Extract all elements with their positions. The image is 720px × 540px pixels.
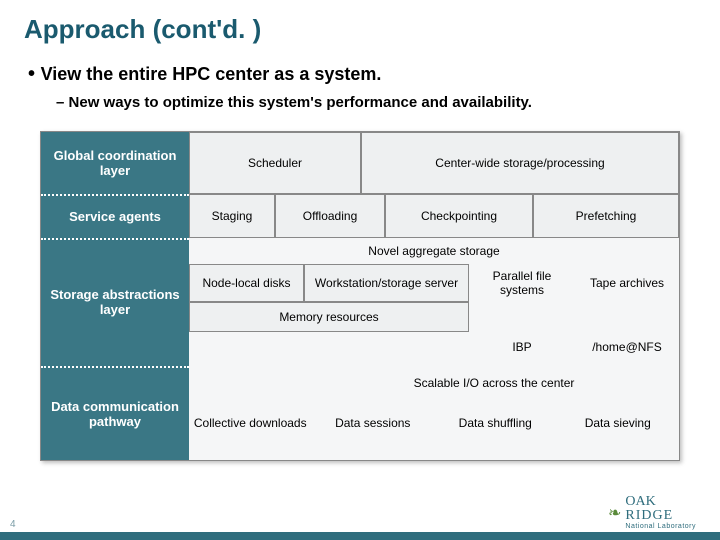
bottom-accent-bar [0,532,720,540]
system-diagram: Global coordination layer Service agents… [40,131,680,461]
cell-home-nfs: /home@NFS [575,332,679,362]
label-storage-abstractions: Storage abstractions layer [41,238,189,366]
page-number: 4 [10,519,16,530]
logo-subtitle: National Laboratory [625,523,696,530]
cell-memory-resources: Memory resources [189,302,469,332]
banner-scalable-io: Scalable I/O across the center [309,376,679,390]
leaf-icon: ❧ [608,503,621,523]
logo-text-ridge: RIDGE [625,508,673,523]
row-service-agents: Staging Offloading Checkpointing Prefetc… [189,194,679,238]
row-storage-top: Node-local disks Workstation/storage ser… [189,264,679,302]
row-labels-column: Global coordination layer Service agents… [41,132,189,460]
logo-text-oak: OAK [625,494,655,509]
cell-ibp: IBP [469,332,575,362]
slide-footer: 4 ❧ OAK RIDGE National Laboratory [0,500,720,540]
banner-novel-aggregate-storage: Novel aggregate storage [189,244,679,258]
cell-checkpointing: Checkpointing [385,194,533,238]
cell-data-sieving: Data sieving [557,398,680,448]
label-global-coordination: Global coordination layer [41,132,189,194]
cell-staging: Staging [189,194,275,238]
cell-parallel-file-systems: Parallel file systems [469,264,575,302]
cell-data-sessions: Data sessions [312,398,435,448]
cell-prefetching: Prefetching [533,194,679,238]
slide-title: Approach (cont'd. ) [0,0,720,53]
cell-data-shuffling: Data shuffling [434,398,557,448]
label-data-communication: Data communication pathway [41,366,189,462]
cell-workstation-server: Workstation/storage server [304,264,469,302]
cell-centerwide-storage: Center-wide storage/processing [361,132,679,194]
row-global-coordination: Scheduler Center-wide storage/processing [189,132,679,194]
bullet-level-1: View the entire HPC center as a system. [0,53,720,90]
row-data-communication: Collective downloads Data sessions Data … [189,398,679,448]
label-service-agents: Service agents [41,194,189,238]
cell-tape-archives: Tape archives [575,264,679,302]
bullet-level-2: New ways to optimize this system's perfo… [0,90,720,123]
cell-offloading: Offloading [275,194,385,238]
cell-scheduler: Scheduler [189,132,361,194]
row-storage-bottom-right: IBP /home@NFS [469,332,679,362]
cell-collective-downloads: Collective downloads [189,398,312,448]
cell-node-local-disks: Node-local disks [189,264,304,302]
oak-ridge-logo: ❧ OAK RIDGE National Laboratory [608,495,696,530]
diagram-content: Scheduler Center-wide storage/processing… [189,132,679,460]
